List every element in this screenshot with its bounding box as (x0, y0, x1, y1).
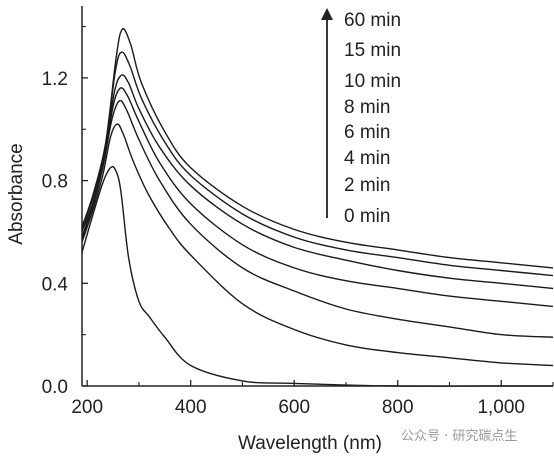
series-line-0-min (81, 165, 553, 387)
legend-label: 15 min (344, 40, 401, 61)
x-tick-label: 400 (175, 397, 207, 418)
x-tick-label: 200 (71, 397, 103, 418)
legend: 60 min 15 min 10 min 8 min 6 min 4 min 2 min 0 … (321, 8, 401, 227)
series-lines (81, 28, 554, 387)
x-tick-label: 600 (278, 397, 310, 418)
watermark: 公众号 · 研究碳点生 (401, 429, 517, 444)
x-tick-label: 800 (382, 397, 414, 418)
legend-label: 0 min (344, 206, 390, 227)
series-line-10-min (81, 51, 554, 277)
series-line-2-min (81, 123, 554, 367)
y-tick-label: 0.8 (42, 172, 68, 193)
series-line-6-min (81, 87, 554, 308)
legend-label: 8 min (344, 97, 390, 118)
y-tick-label: 0.4 (42, 274, 69, 295)
series-line-15-min (81, 28, 554, 269)
legend-label: 4 min (344, 148, 390, 169)
y-tick-label: 0.0 (42, 377, 68, 398)
x-axis-title: Wavelength (nm) (238, 433, 382, 454)
y-tick-label: 1.2 (42, 69, 68, 90)
axes (81, 6, 553, 387)
legend-label: 6 min (344, 122, 390, 143)
series-line-8-min (81, 74, 554, 290)
legend-label: 60 min (344, 10, 401, 31)
legend-label: 10 min (344, 71, 401, 92)
legend-arrow-head (321, 8, 333, 20)
y-axis-title: Absorbance (6, 143, 27, 244)
legend-label: 2 min (344, 175, 390, 196)
ticks: 200 400 600 800 1,000 0.0 0.4 0.8 1.2 (42, 25, 554, 418)
x-tick-label: 1,000 (477, 397, 525, 418)
